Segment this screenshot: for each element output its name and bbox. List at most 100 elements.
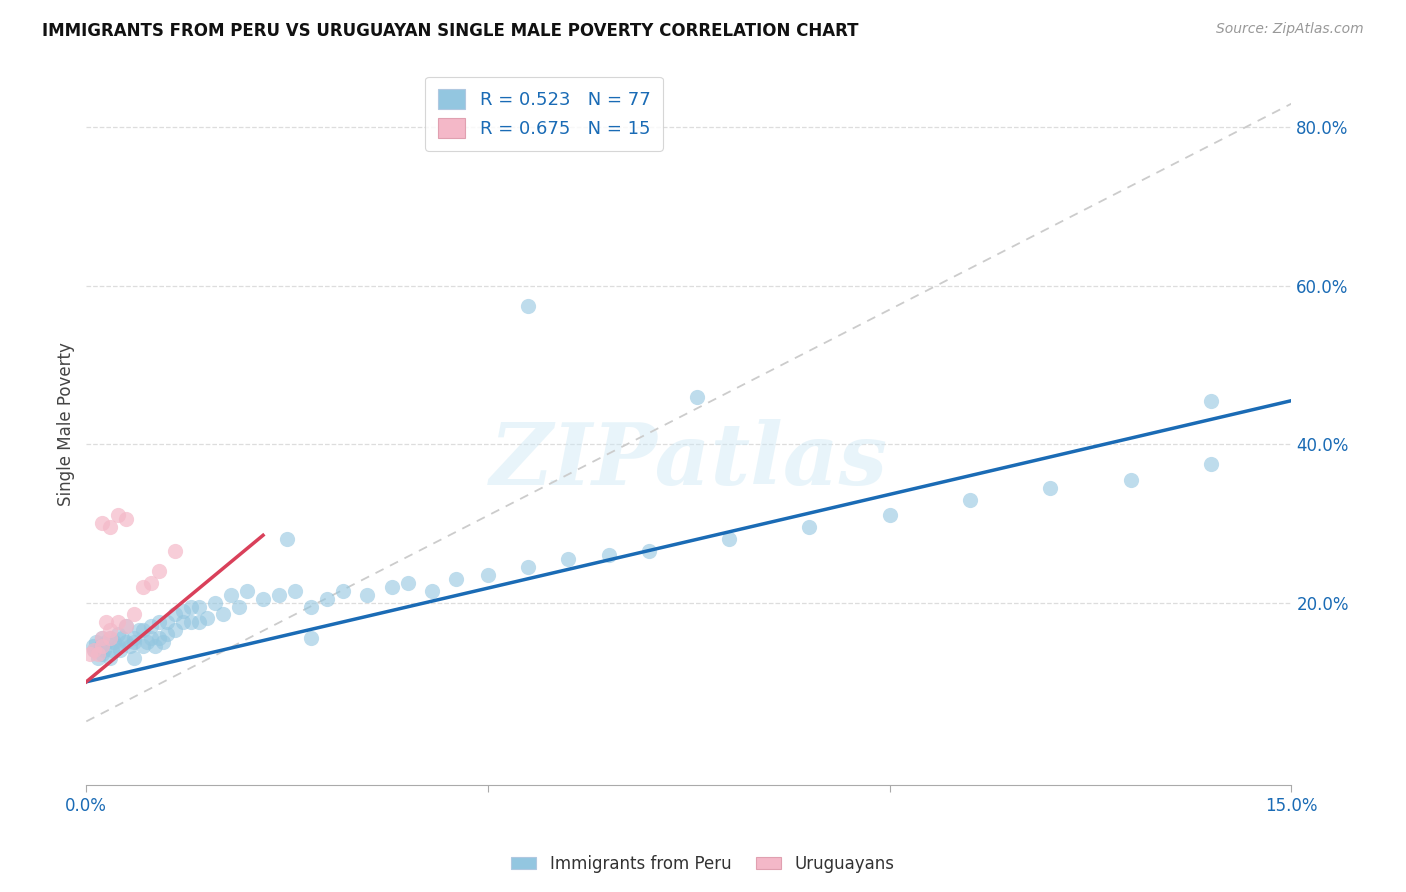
Point [356,588,378,602]
Text: ZIPatlas: ZIPatlas [489,418,889,502]
Point [148,615,170,630]
Point [87,647,110,661]
Point [108,643,131,657]
Point [93,643,115,657]
Point [131,580,153,594]
Point [124,635,146,649]
Point [959,492,981,507]
Point [163,607,186,622]
Point [180,615,202,630]
Point [107,639,129,653]
Point [84,635,107,649]
Point [83,643,105,657]
Point [252,591,274,606]
Point [100,632,122,646]
Point [87,651,110,665]
Point [107,627,129,641]
Point [1199,457,1222,471]
Point [143,639,166,653]
Point [115,635,138,649]
Y-axis label: Single Male Poverty: Single Male Poverty [58,343,75,507]
Point [79,647,101,661]
Point [128,624,150,638]
Point [1199,393,1222,408]
Text: Source: ZipAtlas.com: Source: ZipAtlas.com [1216,22,1364,37]
Point [163,544,186,558]
Point [228,599,250,614]
Point [91,632,114,646]
Point [124,607,146,622]
Point [100,651,122,665]
Point [91,632,114,646]
Point [100,632,122,646]
Point [96,615,118,630]
Point [284,583,307,598]
Point [172,603,194,617]
Point [444,572,467,586]
Legend: R = 0.523   N = 77, R = 0.675   N = 15: R = 0.523 N = 77, R = 0.675 N = 15 [426,77,664,151]
Point [172,615,194,630]
Point [96,635,118,649]
Point [299,632,322,646]
Point [100,624,122,638]
Text: IMMIGRANTS FROM PERU VS URUGUAYAN SINGLE MALE POVERTY CORRELATION CHART: IMMIGRANTS FROM PERU VS URUGUAYAN SINGLE… [42,22,859,40]
Point [517,299,540,313]
Point [156,627,179,641]
Point [799,520,821,534]
Point [156,615,179,630]
Point [517,560,540,574]
Point [152,635,174,649]
Point [420,583,443,598]
Point [187,615,209,630]
Point [332,583,354,598]
Point [187,599,209,614]
Point [103,635,125,649]
Point [718,533,741,547]
Point [148,632,170,646]
Point [91,639,114,653]
Point [82,639,104,653]
Point [131,624,153,638]
Point [131,639,153,653]
Point [148,564,170,578]
Point [195,611,218,625]
Point [557,552,579,566]
Point [276,533,298,547]
Point [269,588,291,602]
Point [107,615,129,630]
Point [107,508,129,523]
Point [381,580,404,594]
Point [124,651,146,665]
Point [100,520,122,534]
Point [204,596,226,610]
Point [1039,481,1062,495]
Point [163,624,186,638]
Point [879,508,901,523]
Point [135,635,157,649]
Point [299,599,322,614]
Point [396,575,419,590]
Point [316,591,339,606]
Point [139,632,162,646]
Point [236,583,259,598]
Point [637,544,659,558]
Point [139,575,162,590]
Point [219,588,242,602]
Point [120,639,142,653]
Point [212,607,235,622]
Point [115,512,138,526]
Point [477,567,499,582]
Point [111,632,134,646]
Point [83,643,105,657]
Point [101,643,124,657]
Point [686,390,709,404]
Point [124,632,146,646]
Point [91,516,114,531]
Point [139,619,162,633]
Point [115,619,138,633]
Legend: Immigrants from Peru, Uruguayans: Immigrants from Peru, Uruguayans [505,848,901,880]
Point [115,619,138,633]
Point [180,599,202,614]
Point [598,548,620,562]
Point [91,647,114,661]
